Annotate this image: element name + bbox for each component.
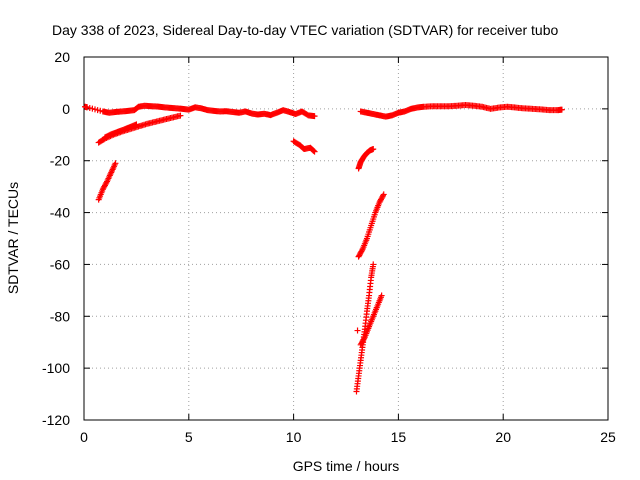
y-axis-title: SDTVAR / TECUs [5,182,21,294]
data-series [355,146,377,172]
data-series [355,191,387,260]
data-point [310,147,317,154]
y-tick-label: -120 [42,412,70,428]
x-tick-label: 15 [391,429,407,445]
y-tick-label: -40 [50,205,70,221]
data-point [558,106,565,113]
x-tick-label: 10 [286,429,302,445]
plot-frame [83,56,609,421]
data-point [380,192,387,199]
x-axis-title: GPS time / hours [293,458,400,474]
x-tick-label: 0 [80,429,88,445]
data-point [84,104,91,111]
x-tick-label: 25 [600,429,616,445]
data-point [92,106,99,113]
data-point [89,105,96,112]
y-tick-label: 0 [62,101,70,117]
data-layer [82,101,565,395]
data-point [112,160,119,167]
data-series [95,112,184,146]
data-series [82,102,318,120]
data-point [354,327,361,334]
data-series [354,327,361,334]
ticks-layer: 0 5 10 15 20 25 20 0 -20 -40 -60 -80 -100 -120 [42,49,616,445]
data-point [97,107,104,114]
data-point [380,191,387,198]
data-point [370,261,377,268]
data-point [378,292,385,299]
data-point [103,179,110,186]
chart-title: Day 338 of 2023, Sidereal Day-to-day VTE… [52,22,559,38]
data-point [311,148,318,155]
data-series [95,160,119,203]
y-tick-label: -80 [50,308,70,324]
data-series [353,261,377,395]
data-point [310,147,317,154]
y-tick-label: -20 [50,153,70,169]
y-tick-label: -60 [50,256,70,272]
x-tick-label: 5 [185,429,193,445]
data-series [357,101,565,120]
y-tick-label: 20 [54,49,70,65]
grid-layer [84,57,608,420]
data-point [177,112,184,119]
data-point [359,247,366,254]
data-point [86,104,93,111]
y-tick-label: -100 [42,360,70,376]
x-tick-label: 20 [495,429,511,445]
data-point [370,146,377,153]
data-series [101,121,140,141]
data-point [133,121,140,128]
data-point [94,107,101,114]
data-series [290,138,318,155]
data-point [311,113,318,120]
